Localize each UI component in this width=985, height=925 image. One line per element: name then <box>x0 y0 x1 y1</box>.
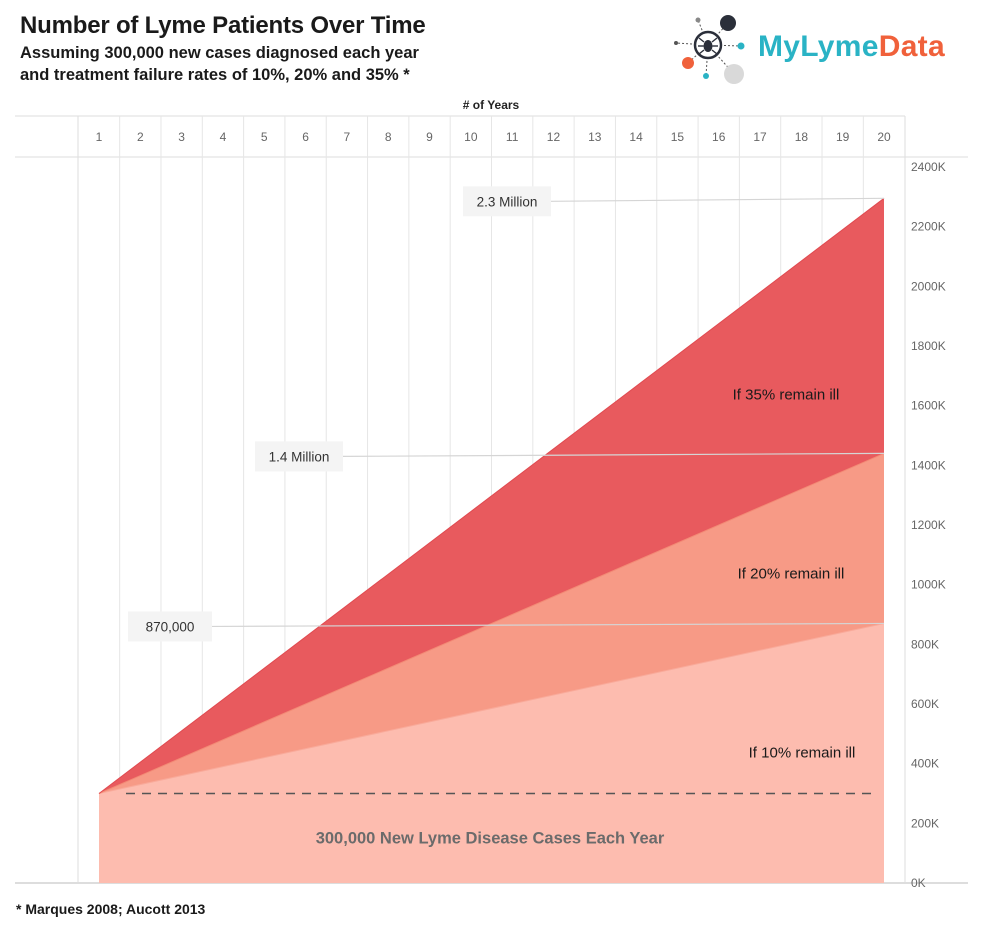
y-tick-label: 200K <box>911 816 939 830</box>
callout-leader-line <box>211 622 885 628</box>
x-tick-label: 19 <box>836 130 850 144</box>
x-tick-label: 16 <box>712 130 726 144</box>
y-tick-label: 1400K <box>911 458 946 472</box>
x-tick-label: 20 <box>877 130 891 144</box>
subtitle-line-2: and treatment failure rates of 10%, 20% … <box>20 66 410 84</box>
footnote: * Marques 2008; Aucott 2013 <box>16 901 206 917</box>
x-tick-label: 5 <box>261 130 268 144</box>
y-tick-label: 1000K <box>911 578 946 592</box>
callout-label: 1.4 Million <box>269 449 330 464</box>
baseline-label: 300,000 New Lyme Disease Cases Each Year <box>316 830 665 848</box>
chart-subtitle: Assuming 300,000 new cases diagnosed eac… <box>20 42 490 86</box>
x-tick-label: 18 <box>795 130 809 144</box>
x-tick-label: 13 <box>588 130 602 144</box>
y-tick-label: 2400K <box>911 160 946 174</box>
y-axis-ticks: 0K 200K 400K 600K 800K 1000K 1200K 1400K 1600K 18… <box>911 160 946 890</box>
y-tick-label: 1800K <box>911 339 946 353</box>
callout-label: 2.3 Million <box>477 194 538 209</box>
area-series <box>98 197 885 883</box>
mylymedata-logo: MyLymeData <box>668 8 978 88</box>
chart-title: Number of Lyme Patients Over Time <box>20 12 426 39</box>
x-tick-label: 4 <box>220 130 227 144</box>
logo-text-data: Data <box>878 30 945 63</box>
y-tick-label: 1600K <box>911 399 946 413</box>
x-tick-label: 6 <box>302 130 309 144</box>
y-tick-label: 1200K <box>911 518 946 532</box>
x-tick-label: 7 <box>344 130 351 144</box>
subtitle-line-1: Assuming 300,000 new cases diagnosed eac… <box>20 44 419 62</box>
y-tick-label: 800K <box>911 637 939 651</box>
x-tick-label: 10 <box>464 130 478 144</box>
region-labels: If 10% remain ill If 20% remain ill If 35%… <box>733 387 856 762</box>
logo-text-mylyme: MyLyme <box>758 30 879 63</box>
series-label: If 20% remain ill <box>738 566 845 583</box>
callout-box <box>463 186 551 217</box>
callout-label: 870,000 <box>146 619 195 634</box>
lyme-area-chart: 300,000 New Lyme Disease Cases Each Year… <box>15 98 968 890</box>
callout-box <box>255 441 343 472</box>
x-tick-label: 2 <box>137 130 144 144</box>
callouts: 2.3 Million 1.4 Million 870,000 <box>128 186 885 642</box>
area-10-percent <box>99 623 884 883</box>
callout-leader-line <box>342 452 885 457</box>
callout-leader-line <box>550 197 885 202</box>
y-tick-label: 400K <box>911 757 939 771</box>
x-tick-label: 8 <box>385 130 392 144</box>
y-tick-label: 2200K <box>911 220 946 234</box>
molecule-tick-icon <box>674 15 745 84</box>
series-edge-line <box>98 622 885 794</box>
x-tick-label: 14 <box>629 130 643 144</box>
x-tick-label: 3 <box>178 130 185 144</box>
callout-box <box>128 611 212 642</box>
y-tick-label: 2000K <box>911 279 946 293</box>
x-tick-label: 11 <box>506 130 519 144</box>
y-tick-label: 600K <box>911 697 939 711</box>
x-axis-ticks: 1 2 3 4 5 6 7 8 9 10 11 12 13 14 15 16 17 18 19 20 <box>96 130 891 144</box>
x-tick-label: 9 <box>426 130 433 144</box>
series-edge-line <box>98 452 885 794</box>
series-label: If 35% remain ill <box>733 387 840 404</box>
x-tick-label: 12 <box>547 130 561 144</box>
x-tick-label: 15 <box>671 130 685 144</box>
y-tick-label: 0K <box>911 876 926 890</box>
x-axis-label: # of Years <box>463 98 520 112</box>
series-label: If 10% remain ill <box>749 745 856 762</box>
x-tick-label: 1 <box>96 130 103 144</box>
x-tick-label: 17 <box>753 130 767 144</box>
series-edge-line <box>98 197 885 794</box>
logo-text: MyLymeData <box>758 30 945 64</box>
